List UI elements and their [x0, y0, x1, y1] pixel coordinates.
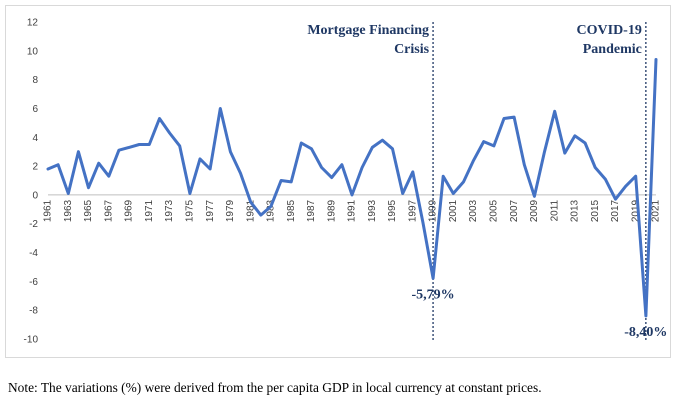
y-tick-label: -4	[29, 248, 38, 259]
y-tick-label: -6	[29, 277, 38, 288]
x-tick-label: 2015	[590, 199, 601, 222]
annotation-text: Mortgage Financing	[307, 23, 429, 38]
x-tick-label: 1973	[164, 199, 175, 222]
x-tick-label: 2001	[448, 199, 459, 222]
data-label: -8,40%	[624, 325, 667, 340]
annotation-text: Pandemic	[583, 42, 642, 57]
x-tick-label: 2011	[549, 199, 560, 221]
x-tick-label: 1983	[266, 199, 277, 222]
line-chart: 12 10 8 6 4 2 0 -2 -4 -6 -8 -10 1961 1963 1965 1967 1969…	[24, 18, 668, 346]
y-tick-label: 0	[32, 190, 38, 201]
x-tick-label: 1971	[144, 199, 155, 222]
annotation-text: Crisis	[394, 42, 430, 57]
x-tick-label: 1997	[407, 199, 418, 222]
x-tick-label: 1975	[185, 199, 196, 222]
annotation-text: COVID-19	[577, 23, 642, 38]
x-tick-label: 2003	[468, 199, 479, 222]
x-tick-label: 2019	[630, 199, 641, 222]
y-tick-label: 10	[27, 46, 39, 57]
x-tick-label: 1989	[326, 199, 337, 222]
x-tick-label: 1967	[103, 199, 114, 222]
x-tick-label: 1995	[387, 199, 398, 222]
y-tick-label: 4	[32, 133, 38, 144]
x-tick-label: 1987	[306, 199, 317, 222]
x-tick-label: 1993	[367, 199, 378, 222]
y-tick-label: -8	[29, 306, 38, 317]
x-tick-label: 2017	[610, 199, 621, 222]
x-tick-label: 1981	[245, 199, 256, 222]
y-tick-label: 6	[32, 104, 38, 115]
y-tick-label: 2	[32, 162, 38, 173]
x-tick-label: 1985	[286, 199, 297, 222]
x-tick-label: 1965	[83, 199, 94, 222]
series-line	[46, 58, 658, 318]
y-tick-label: -10	[24, 335, 39, 346]
x-tick-label: 1961	[43, 199, 54, 222]
x-tick-label: 1963	[63, 199, 74, 222]
x-tick-label: 1991	[347, 199, 358, 222]
x-tick-label: 1977	[205, 199, 216, 222]
y-tick-label: 8	[32, 75, 38, 86]
y-tick-label: 12	[27, 18, 39, 29]
footnote: Note: The variations (%) were derived fr…	[8, 380, 542, 395]
x-tick-label: 1969	[124, 199, 135, 222]
x-tick-label: 1979	[225, 199, 236, 222]
x-tick-label: 2007	[509, 199, 520, 222]
x-tick-label: 2005	[489, 199, 500, 222]
y-tick-label: -2	[29, 219, 38, 230]
x-tick-label: 2013	[570, 199, 581, 222]
x-tick-label: 2021	[651, 199, 662, 222]
x-tick-label: 2009	[529, 199, 540, 222]
chart-frame: 12 10 8 6 4 2 0 -2 -4 -6 -8 -10 1961 1963 1965 1967 1969…	[5, 5, 671, 358]
data-label: -5,79%	[411, 287, 454, 302]
